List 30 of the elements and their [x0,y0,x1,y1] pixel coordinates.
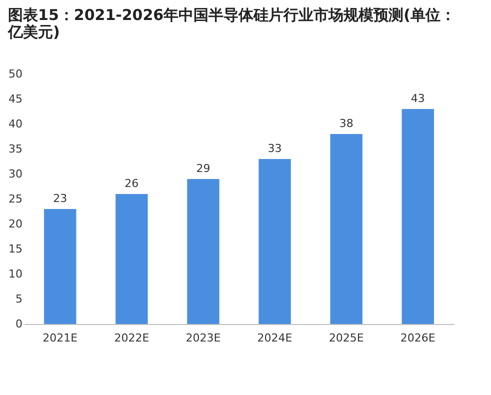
bar [258,159,291,324]
data-label: 29 [196,162,210,175]
data-label: 38 [339,117,354,130]
y-tick-label: 25 [8,192,22,206]
x-tick-label: 2021E [42,332,78,344]
bar [330,134,362,324]
bar [187,179,220,324]
y-tick-label: 5 [16,292,22,306]
y-tick-label: 0 [16,318,22,330]
chart-title: 图表15：2021-2026年中国半导体硅片行业市场规模预测(单位：亿美元) [7,6,456,41]
bar [116,194,148,324]
x-tick-label: 2026E [400,332,436,344]
y-tick-label: 30 [8,168,22,180]
x-tick-label: 2022E [114,332,150,344]
y-tick-label: 50 [8,68,22,80]
y-tick-label: 20 [8,218,22,230]
data-label: 26 [124,177,139,190]
y-tick-label: 35 [8,142,22,156]
y-tick-label: 10 [8,268,22,280]
y-tick-label: 45 [8,92,22,106]
y-tick-label: 40 [8,118,22,130]
bar [402,109,434,324]
data-label: 33 [268,142,282,155]
data-label: 23 [53,192,68,205]
x-tick-label: 2023E [186,332,221,344]
y-tick-label: 15 [8,242,22,256]
x-tick-label: 2025E [328,332,364,344]
data-label: 43 [410,92,425,105]
x-tick-label: 2024E [257,332,292,344]
bar [44,209,76,324]
